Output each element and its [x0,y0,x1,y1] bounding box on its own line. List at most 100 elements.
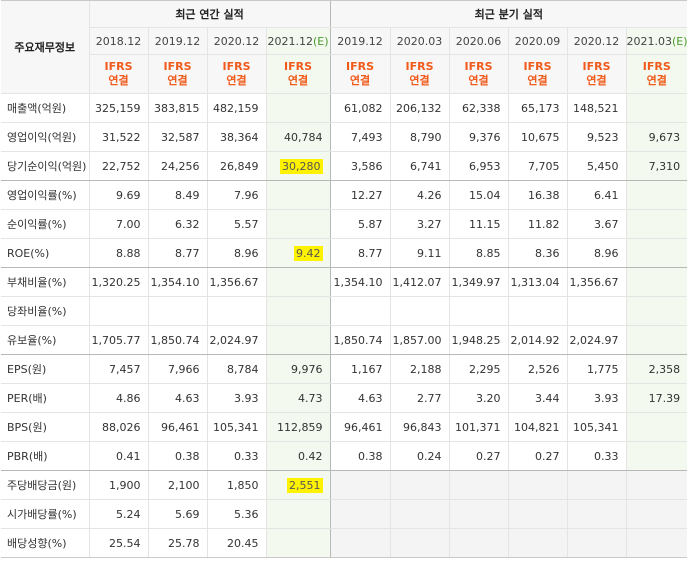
value-cell: 105,341 [566,412,627,442]
value-cell: 1,857.00 [389,325,450,355]
period-label: 2021.12 [267,34,313,48]
ifrs-consolidated-header: IFRS 연결 [265,54,331,94]
value-cell: 96,461 [147,412,207,442]
table-row: EPS(원) 7,457 7,966 8,784 9,976 1,167 2,188 2,29… [1,354,688,384]
value-cell: 5.24 [88,499,148,529]
value-cell: 3.67 [566,209,627,239]
value-cell [507,528,568,558]
value-cell: 7.96 [206,180,266,210]
value-cell: 1,167 [329,354,391,384]
value-cell: 1,850 [206,470,266,500]
value-cell: 1,320.25 [88,267,148,297]
value-cell [389,528,450,558]
row-label: 주당배당금(원) [1,470,89,500]
value-cell: 5,450 [566,151,627,181]
value-cell [625,441,688,471]
value-cell: 8,784 [206,354,266,384]
ifrs-label: IFRS [523,60,552,73]
consolidated-label: 연결 [646,74,667,87]
row-label: 부채비율(%) [1,267,89,297]
value-cell [88,296,148,326]
highlighted-value: 2,551 [287,477,323,493]
value-cell: 1,850.74 [147,325,207,355]
value-cell: 7,457 [88,354,148,384]
table-row: 영업이익(억원) 31,522 32,587 38,364 40,784 7,493 8,7… [1,122,688,152]
value-cell: 20.45 [206,528,266,558]
value-cell: 11.15 [448,209,509,239]
value-cell: 6,953 [448,151,509,181]
value-cell: 1,349.97 [448,267,509,297]
consolidated-label: 연결 [226,74,247,87]
table-row: 매출액(억원) 325,159 383,815 482,159 61,082 206,13… [1,93,688,123]
value-cell [389,296,450,326]
ifrs-consolidated-header: IFRS 연결 [88,54,148,94]
table-row: PER(배) 4.86 4.63 3.93 4.73 4.63 2.77 3.20 3.44 3.… [1,383,688,413]
value-cell: 88,026 [88,412,148,442]
value-cell [625,238,688,268]
row-label: 영업이익률(%) [1,180,89,210]
value-cell: 7.00 [88,209,148,239]
value-cell [566,296,627,326]
value-cell: 10,675 [507,122,568,152]
value-cell: 1,354.10 [329,267,391,297]
value-cell: 0.27 [507,441,568,471]
period-header: 2018.12 [88,27,148,55]
value-cell: 2,358 [625,354,688,384]
value-cell [265,180,331,210]
value-cell: 0.33 [206,441,266,471]
annual-section-title: 최근 연간 실적 [88,0,331,28]
value-cell: 383,815 [147,93,207,123]
period-header: 2020.12 [206,27,266,55]
ifrs-label: IFRS [464,60,493,73]
ifrs-consolidated-header: IFRS 연결 [625,54,688,94]
value-cell: 65,173 [507,93,568,123]
value-cell [625,470,688,500]
table-row: 순이익률(%) 7.00 6.32 5.57 5.87 3.27 11.15 11.82 3.6… [1,209,688,239]
value-cell: 2,024.97 [206,325,266,355]
consolidated-label: 연결 [586,74,607,87]
ifrs-consolidated-header: IFRS 연결 [507,54,568,94]
value-cell: 2.77 [389,383,450,413]
value-cell: 32,587 [147,122,207,152]
ifrs-consolidated-header: IFRS 연결 [206,54,266,94]
value-cell [265,325,331,355]
row-label: 유보율(%) [1,325,89,355]
value-cell: 9,376 [448,122,509,152]
ifrs-label: IFRS [642,60,671,73]
value-cell [206,296,266,326]
value-cell: 17.39 [625,383,688,413]
value-cell: 1,900 [88,470,148,500]
row-label: 시가배당률(%) [1,499,89,529]
value-cell: 9.11 [389,238,450,268]
value-cell: 62,338 [448,93,509,123]
value-cell [566,470,627,500]
value-cell: 8.77 [147,238,207,268]
value-cell: 0.27 [448,441,509,471]
value-cell: 24,256 [147,151,207,181]
value-cell [329,528,391,558]
value-cell: 8.88 [88,238,148,268]
row-label: 배당성향(%) [1,528,89,558]
value-cell: 4.73 [265,383,331,413]
value-cell [448,296,509,326]
value-cell [625,209,688,239]
value-cell [389,499,450,529]
value-cell: 1,356.67 [566,267,627,297]
value-cell: 3.27 [389,209,450,239]
estimate-mark: (E) [672,34,688,48]
value-cell [566,499,627,529]
period-header: 2019.12 [147,27,207,55]
value-cell [448,499,509,529]
value-cell [566,528,627,558]
ifrs-label: IFRS [582,60,611,73]
value-cell [265,499,331,529]
value-cell: 105,341 [206,412,266,442]
value-cell: 12.27 [329,180,391,210]
value-cell: 4.63 [329,383,391,413]
consolidated-label: 연결 [409,74,430,87]
ifrs-consolidated-header: IFRS 연결 [329,54,391,94]
value-cell [329,296,391,326]
table-row: 시가배당률(%) 5.24 5.69 5.36 [1,499,688,529]
consolidated-label: 연결 [349,74,371,87]
value-cell: 0.33 [566,441,627,471]
